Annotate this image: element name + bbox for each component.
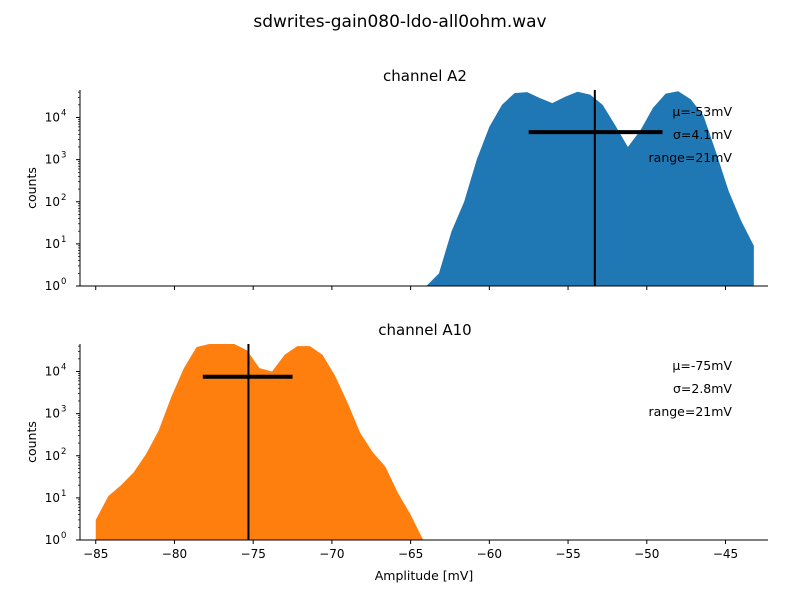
x-tick-label: −85 [83,547,108,561]
y-tick-exponent: 3 [61,151,66,161]
x-tick-label: −60 [477,547,502,561]
y-tick-exponent: 2 [61,447,66,457]
histogram-area [426,91,754,287]
y-tick-exponent: 2 [61,193,66,203]
y-tick-label: 10 [45,195,60,209]
panel-title: channel A10 [378,321,471,339]
y-tick-label: 10 [45,407,60,421]
y-tick-label: 10 [45,279,60,293]
sigma-annotation: σ=2.8mV [673,381,732,396]
figure-title: sdwrites-gain080-ldo-all0ohm.wav [253,12,546,32]
y-tick-label: 10 [45,153,60,167]
range-annotation: range=21mV [649,150,733,165]
y-tick-label: 10 [45,111,60,125]
y-tick-exponent: 1 [61,489,66,499]
panel-title: channel A2 [383,67,467,85]
sigma-annotation: σ=4.1mV [673,127,732,142]
y-tick-label: 10 [45,365,60,379]
y-tick-exponent: 1 [61,235,66,245]
y-tick-label: 10 [45,491,60,505]
histogram-area [95,344,424,540]
y-axis-label: counts [24,421,39,463]
x-tick-label: −65 [398,547,423,561]
y-tick-exponent: 0 [61,277,66,287]
x-tick-label: −75 [241,547,266,561]
x-tick-label: −80 [162,547,187,561]
y-tick-exponent: 4 [61,109,66,119]
y-tick-label: 10 [45,449,60,463]
y-axis-label: counts [24,167,39,209]
mean-annotation: μ=-75mV [672,358,732,373]
x-axis-label: Amplitude [mV] [375,568,474,583]
range-annotation: range=21mV [649,404,733,419]
x-tick-label: −55 [555,547,580,561]
y-tick-exponent: 4 [61,363,66,373]
y-tick-exponent: 0 [61,531,66,541]
x-tick-label: −70 [319,547,344,561]
y-tick-label: 10 [45,237,60,251]
y-tick-exponent: 3 [61,405,66,415]
y-tick-label: 10 [45,533,60,547]
x-tick-label: −50 [634,547,659,561]
x-tick-label: −45 [713,547,738,561]
mean-annotation: μ=-53mV [672,104,732,119]
